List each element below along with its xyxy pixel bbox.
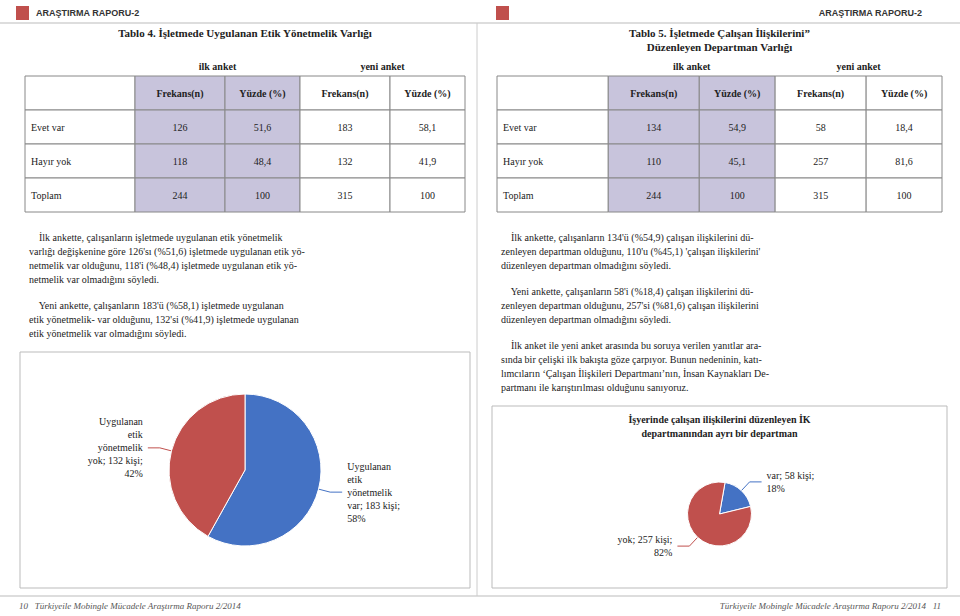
svg-text:244: 244 <box>173 190 188 201</box>
svg-text:Yeni ankette, çalışanların 58': Yeni ankette, çalışanların 58'i (%18,4) … <box>501 286 753 298</box>
svg-text:yönetmelik: yönetmelik <box>347 487 392 498</box>
svg-text:100: 100 <box>897 190 912 201</box>
svg-text:Evet var: Evet var <box>31 122 65 133</box>
svg-text:54,9: 54,9 <box>728 122 746 133</box>
svg-text:netmelik var olmadığını söyled: netmelik var olmadığını söyledi. <box>29 274 159 285</box>
svg-text:düzenleyen departman olmadığın: düzenleyen departman olmadığını söyledi. <box>501 260 671 271</box>
svg-text:sında bir çelişki ilk bakışta: sında bir çelişki ilk bakışta göze çarpı… <box>501 354 762 365</box>
svg-text:118: 118 <box>173 156 188 167</box>
svg-text:41,9: 41,9 <box>419 156 437 167</box>
svg-text:110: 110 <box>646 156 661 167</box>
svg-text:Tablo 5. İşletmede Çalışan İli: Tablo 5. İşletmede Çalışan İlişkilerini” <box>629 27 810 39</box>
svg-text:Toplam: Toplam <box>31 190 62 201</box>
svg-text:Frekans(n): Frekans(n) <box>797 88 844 100</box>
svg-text:257: 257 <box>813 156 828 167</box>
svg-text:İlk ankette, çalışanların işle: İlk ankette, çalışanların işletmede uygu… <box>29 232 283 243</box>
svg-text:Yüzde (%): Yüzde (%) <box>404 88 450 100</box>
svg-text:126: 126 <box>173 122 188 133</box>
svg-text:58%: 58% <box>347 513 365 524</box>
svg-text:var; 183 kişi;: var; 183 kişi; <box>347 500 400 511</box>
svg-text:Düzenleyen Departman Varlığı: Düzenleyen Departman Varlığı <box>647 41 792 53</box>
svg-text:81,6: 81,6 <box>895 156 913 167</box>
svg-text:Yüzde (%): Yüzde (%) <box>239 88 285 100</box>
svg-text:Uygulanan: Uygulanan <box>99 416 143 427</box>
svg-text:etik yönetmelik- var olduğunu,: etik yönetmelik- var olduğunu, 132'si (%… <box>29 314 299 326</box>
svg-text:244: 244 <box>646 190 661 201</box>
svg-text:netmelik var olduğunu, 118'i (: netmelik var olduğunu, 118'i (%48,4) işl… <box>29 260 297 272</box>
svg-text:Hayır yok: Hayır yok <box>503 156 543 167</box>
svg-text:10 Türkiyeile Mobingle Mücad: 10 Türkiyeile Mobingle Mücadele Araştırm… <box>19 601 241 611</box>
svg-text:ilk anket: ilk anket <box>673 61 711 72</box>
svg-text:departmanından ayrı bir depart: departmanından ayrı bir departman <box>641 428 798 439</box>
svg-text:İşyerinde çalışan ilişkilerini: İşyerinde çalışan ilişkilerini düzenleye… <box>628 414 810 425</box>
svg-text:zenleyen departman olduğunu, 1: zenleyen departman olduğunu, 110'u (%45,… <box>501 246 761 258</box>
svg-text:düzenleyen departman olmadığın: düzenleyen departman olmadığını söyledi. <box>501 314 671 325</box>
svg-text:etik: etik <box>347 474 362 485</box>
svg-text:yok; 132 kişi;: yok; 132 kişi; <box>88 455 143 466</box>
svg-text:Frekans(n): Frekans(n) <box>321 88 368 100</box>
svg-text:Frekans(n): Frekans(n) <box>156 88 203 100</box>
svg-text:etik: etik <box>128 429 143 440</box>
svg-text:48,4: 48,4 <box>254 156 272 167</box>
svg-text:Yüzde (%): Yüzde (%) <box>714 88 760 100</box>
svg-text:100: 100 <box>255 190 270 201</box>
svg-text:Uygulanan: Uygulanan <box>347 461 391 472</box>
svg-text:partmanı ile karıştırılması ol: partmanı ile karıştırılması olduğunu san… <box>501 382 688 393</box>
svg-text:Toplam: Toplam <box>503 190 534 201</box>
svg-text:ilk anket: ilk anket <box>199 61 237 72</box>
svg-text:etik yönetmelik var olmadığını: etik yönetmelik var olmadığını söyledi. <box>29 328 186 339</box>
svg-text:18,4: 18,4 <box>895 122 913 133</box>
svg-text:yönetmelik: yönetmelik <box>98 442 143 453</box>
svg-text:var; 58 kişi;: var; 58 kişi; <box>767 470 815 481</box>
svg-text:İlk ankette, çalışanların 134': İlk ankette, çalışanların 134'ü (%54,9) … <box>501 232 754 244</box>
svg-text:yeni anket: yeni anket <box>360 61 405 72</box>
svg-text:315: 315 <box>338 190 353 201</box>
svg-text:Yüzde (%): Yüzde (%) <box>881 88 927 100</box>
svg-text:Türkiyeile Mobingle Mücadele A: Türkiyeile Mobingle Mücadele Araştırma R… <box>720 601 941 611</box>
svg-text:Frekans(n): Frekans(n) <box>630 88 677 100</box>
svg-text:183: 183 <box>338 122 353 133</box>
svg-text:lımcıların ‘Çalışan İlişkileri: lımcıların ‘Çalışan İlişkileri Departman… <box>501 368 769 379</box>
svg-text:varlığı değişkenine göre 126's: varlığı değişkenine göre 126'sı (%51,6) … <box>29 246 305 258</box>
svg-text:İlk anket ile yeni anket arası: İlk anket ile yeni anket arasında bu sor… <box>501 340 761 351</box>
svg-text:Hayır yok: Hayır yok <box>31 156 71 167</box>
svg-text:Evet var: Evet var <box>503 122 537 133</box>
svg-text:yok; 257 kişi;: yok; 257 kişi; <box>617 534 672 545</box>
svg-text:315: 315 <box>813 190 828 201</box>
svg-text:132: 132 <box>338 156 353 167</box>
svg-text:100: 100 <box>420 190 435 201</box>
svg-text:yeni anket: yeni anket <box>836 61 881 72</box>
svg-text:45,1: 45,1 <box>728 156 746 167</box>
svg-text:Yeni ankette, çalışanların 183: Yeni ankette, çalışanların 183'ü (%58,1)… <box>29 300 284 312</box>
svg-text:51,6: 51,6 <box>254 122 272 133</box>
svg-text:100: 100 <box>730 190 745 201</box>
svg-text:Tablo 4. İşletmede Uygulanan E: Tablo 4. İşletmede Uygulanan Etik Yönetm… <box>118 27 372 39</box>
svg-text:58: 58 <box>816 122 826 133</box>
svg-text:ARAŞTIRMA RAPORU-2: ARAŞTIRMA RAPORU-2 <box>36 8 139 18</box>
svg-text:ARAŞTIRMA RAPORU-2: ARAŞTIRMA RAPORU-2 <box>819 8 922 18</box>
svg-text:18%: 18% <box>767 483 785 494</box>
svg-text:42%: 42% <box>124 468 142 479</box>
svg-text:134: 134 <box>646 122 661 133</box>
svg-text:zenleyen departman olduğunu, 2: zenleyen departman olduğunu, 257'si (%81… <box>501 300 759 312</box>
svg-text:82%: 82% <box>654 547 672 558</box>
svg-text:58,1: 58,1 <box>419 122 437 133</box>
